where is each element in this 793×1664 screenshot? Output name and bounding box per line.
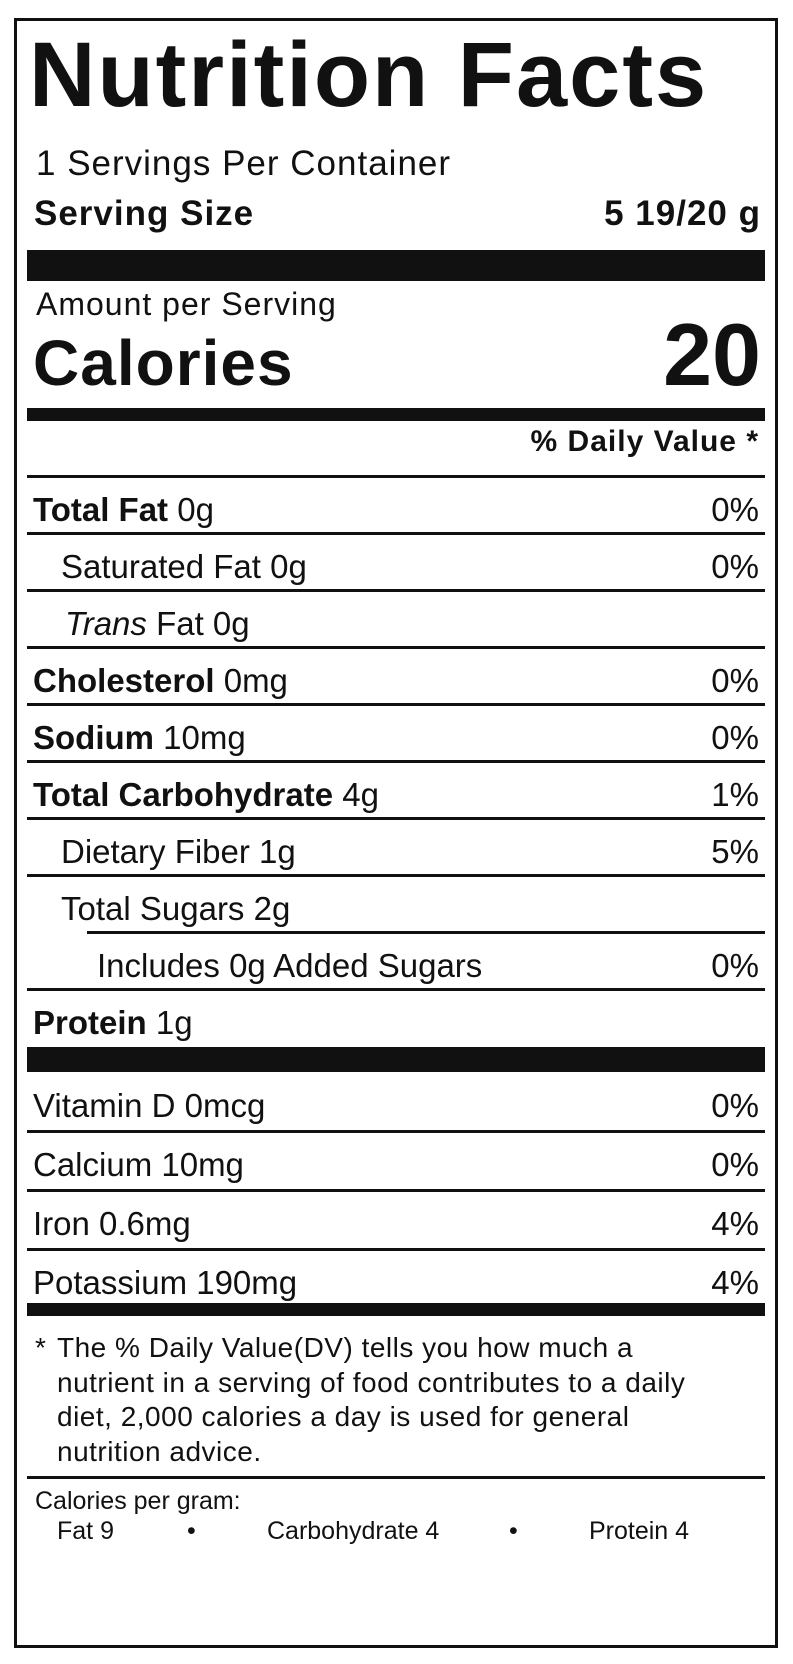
vitamin-row-calcium: Calcium 10mg 0% bbox=[27, 1133, 765, 1189]
calories-label: Calories bbox=[33, 327, 294, 399]
divider-line bbox=[27, 703, 765, 706]
vitamin-daily-value: 4% bbox=[711, 1205, 759, 1242]
bullet-separator: • bbox=[187, 1517, 196, 1545]
divider-line-indented bbox=[87, 931, 765, 934]
divider-line bbox=[27, 1476, 765, 1479]
medium-divider-bottom bbox=[27, 1303, 765, 1316]
servings-per-container: 1 Servings Per Container bbox=[36, 144, 452, 183]
footnote-asterisk: * bbox=[35, 1332, 47, 1363]
thick-divider-top bbox=[27, 250, 765, 281]
divider-line bbox=[27, 646, 765, 649]
label-title: Nutrition Facts bbox=[29, 24, 709, 126]
nutrient-row-sodium: Sodium 10mg 0% bbox=[27, 706, 765, 762]
divider-line bbox=[27, 532, 765, 535]
amount-per-serving: Amount per Serving bbox=[36, 286, 337, 322]
nutrient-daily-value: 1% bbox=[711, 776, 759, 813]
vitamin-name: Iron 0.6mg bbox=[33, 1205, 191, 1242]
nutrient-row-total-carbohydrate: Total Carbohydrate 4g 1% bbox=[27, 763, 765, 819]
nutrient-daily-value: 0% bbox=[711, 947, 759, 984]
serving-size-value: 5 19/20 g bbox=[604, 194, 761, 233]
vitamin-name: Potassium 190mg bbox=[33, 1264, 298, 1301]
divider-line bbox=[27, 874, 765, 877]
nutrition-facts-label: Nutrition Facts 1 Servings Per Container… bbox=[14, 18, 778, 1648]
nutrient-row-saturated-fat: Saturated Fat 0g 0% bbox=[27, 535, 765, 591]
fat-calories-per-gram: Fat 9 bbox=[57, 1517, 114, 1545]
divider-line bbox=[27, 589, 765, 592]
nutrient-row-trans-fat: Trans Fat 0g bbox=[27, 592, 765, 648]
calories-per-gram-values: Fat 9 • Carbohydrate 4 • Protein 4 bbox=[27, 1519, 765, 1549]
vitamin-name: Calcium 10mg bbox=[33, 1146, 244, 1183]
nutrient-name: Cholesterol 0mg bbox=[33, 662, 288, 699]
nutrient-name: Trans Fat 0g bbox=[65, 605, 250, 642]
vitamin-row-potassium: Potassium 190mg 4% bbox=[27, 1251, 765, 1307]
divider-line bbox=[27, 760, 765, 763]
nutrient-daily-value: 0% bbox=[711, 491, 759, 528]
nutrient-name: Dietary Fiber 1g bbox=[61, 833, 296, 870]
nutrient-row-added-sugars: Includes 0g Added Sugars 0% bbox=[27, 934, 765, 990]
footnote-text: The % Daily Value(DV) tells you how much… bbox=[57, 1332, 686, 1468]
carbohydrate-calories-per-gram: Carbohydrate 4 bbox=[267, 1517, 440, 1545]
serving-size-label: Serving Size bbox=[34, 194, 255, 233]
nutrient-daily-value: 0% bbox=[711, 548, 759, 585]
protein-calories-per-gram: Protein 4 bbox=[589, 1517, 690, 1545]
vitamin-row-vitamin-d: Vitamin D 0mcg 0% bbox=[27, 1072, 765, 1130]
vitamin-daily-value: 4% bbox=[711, 1264, 759, 1301]
nutrient-name: Saturated Fat 0g bbox=[61, 548, 307, 585]
nutrient-name: Total Carbohydrate 4g bbox=[33, 776, 379, 813]
nutrient-row-cholesterol: Cholesterol 0mg 0% bbox=[27, 649, 765, 705]
vitamin-daily-value: 0% bbox=[711, 1146, 759, 1183]
calories-value: 20 bbox=[663, 305, 761, 404]
vitamin-row-iron: Iron 0.6mg 4% bbox=[27, 1192, 765, 1248]
divider-line bbox=[27, 1248, 765, 1251]
daily-value-header: % Daily Value * bbox=[530, 425, 759, 458]
divider-line bbox=[27, 1130, 765, 1133]
nutrient-name: Includes 0g Added Sugars bbox=[97, 947, 483, 984]
divider-line bbox=[27, 817, 765, 820]
calories-per-gram-label: Calories per gram: bbox=[35, 1487, 241, 1515]
nutrient-row-total-sugars: Total Sugars 2g bbox=[27, 877, 765, 933]
nutrient-row-total-fat: Total Fat 0g 0% bbox=[27, 478, 765, 534]
thick-divider-middle bbox=[27, 1047, 765, 1072]
nutrient-daily-value: 0% bbox=[711, 719, 759, 756]
nutrient-name: Total Fat 0g bbox=[33, 491, 214, 528]
nutrient-row-dietary-fiber: Dietary Fiber 1g 5% bbox=[27, 820, 765, 876]
daily-value-footnote: * The % Daily Value(DV) tells you how mu… bbox=[35, 1331, 735, 1470]
vitamin-name: Vitamin D 0mcg bbox=[33, 1087, 266, 1124]
nutrient-daily-value: 5% bbox=[711, 833, 759, 870]
bullet-separator: • bbox=[509, 1517, 518, 1545]
divider-line bbox=[27, 988, 765, 991]
medium-divider bbox=[27, 408, 765, 421]
nutrient-name: Sodium 10mg bbox=[33, 719, 246, 756]
nutrient-row-protein: Protein 1g bbox=[27, 991, 765, 1047]
nutrient-daily-value: 0% bbox=[711, 662, 759, 699]
nutrient-name: Total Sugars 2g bbox=[61, 890, 291, 927]
divider-line bbox=[27, 475, 765, 478]
divider-line bbox=[27, 1189, 765, 1192]
vitamin-daily-value: 0% bbox=[711, 1087, 759, 1124]
nutrient-name: Protein 1g bbox=[33, 1004, 193, 1041]
